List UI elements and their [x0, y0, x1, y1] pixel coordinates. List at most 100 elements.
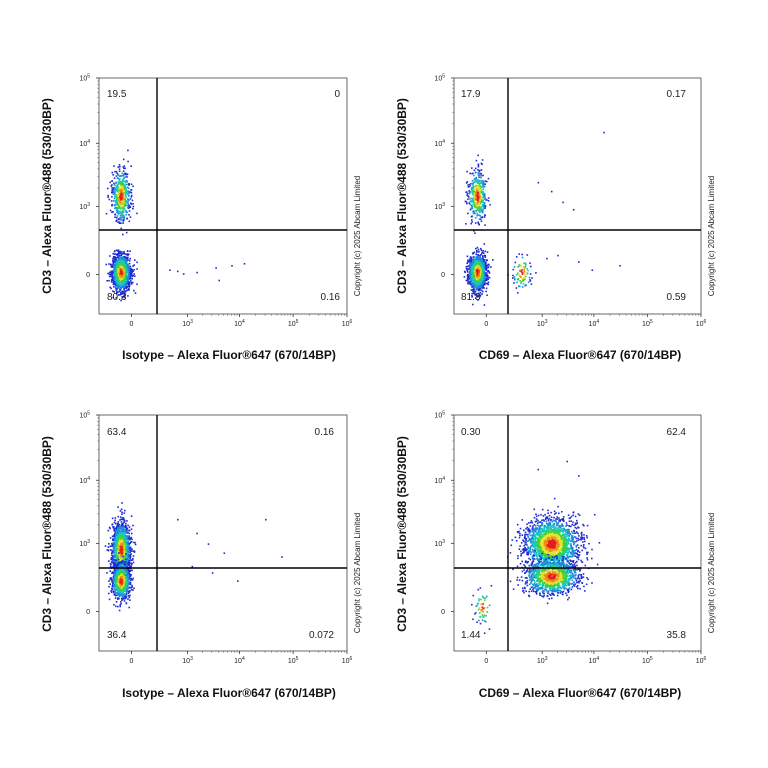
event-dot	[480, 289, 483, 292]
event-dot	[482, 185, 484, 187]
event-dot	[116, 555, 119, 557]
event-dot	[467, 259, 469, 262]
event-dot	[122, 260, 124, 263]
event-dot	[111, 211, 113, 214]
event-dot	[474, 188, 477, 190]
event-dot	[483, 183, 485, 185]
event-dot	[118, 275, 121, 277]
event-dot	[124, 267, 126, 270]
event-dot	[118, 204, 121, 207]
event-dot	[475, 193, 478, 195]
event-dot	[527, 269, 529, 272]
event-dot	[483, 198, 486, 200]
event-dot	[112, 211, 114, 213]
event-dot	[132, 185, 134, 188]
event-dot	[467, 198, 469, 201]
event-dot	[474, 292, 476, 295]
event-dot	[466, 255, 469, 258]
event-dot	[526, 268, 528, 270]
event-dot	[114, 204, 116, 207]
event-dot	[480, 273, 482, 276]
event-dot	[108, 275, 111, 278]
event-dot	[118, 555, 120, 557]
event-dot	[521, 278, 524, 280]
event-dot	[108, 526, 111, 529]
event-dot	[109, 562, 112, 565]
event-dot	[486, 270, 489, 273]
event-dot	[127, 539, 130, 541]
event-dot	[471, 219, 473, 221]
event-dot	[118, 277, 121, 280]
event-dot	[479, 278, 482, 281]
event-dot	[121, 192, 123, 195]
event-dot	[113, 554, 115, 557]
event-dot	[119, 188, 122, 191]
event-dot	[125, 283, 128, 286]
event-dot	[481, 159, 484, 161]
event-dot	[482, 285, 484, 288]
event-dot	[473, 169, 476, 172]
event-dot	[120, 286, 123, 289]
event-dot	[482, 276, 484, 278]
event-dot	[120, 227, 123, 230]
event-dot	[472, 260, 475, 263]
event-dot	[477, 199, 479, 202]
event-dot	[472, 185, 474, 187]
event-dot	[469, 256, 472, 258]
event-dot	[123, 219, 125, 221]
event-dot	[121, 290, 124, 293]
event-dot	[485, 282, 488, 285]
event-dot	[125, 211, 127, 213]
event-dot	[520, 271, 523, 273]
event-dot	[122, 182, 124, 185]
event-dot	[117, 515, 120, 518]
event-dot	[121, 531, 124, 534]
event-dot	[120, 189, 122, 191]
event-dot	[112, 260, 114, 263]
event-dot	[521, 271, 524, 274]
event-dot	[469, 268, 472, 271]
event-dot	[480, 264, 482, 267]
event-dot	[482, 269, 485, 271]
quadrant-upper-right-value: 0.17	[667, 89, 687, 100]
event-dot	[487, 275, 489, 277]
event-dot	[127, 160, 129, 163]
event-dot	[483, 207, 485, 210]
event-dot	[120, 531, 122, 534]
event-dot	[136, 212, 138, 215]
event-dot	[483, 287, 485, 289]
event-dot	[127, 557, 129, 559]
event-dot	[118, 526, 120, 528]
event-dot	[485, 262, 487, 264]
event-dot	[476, 275, 478, 278]
event-dot	[113, 259, 115, 261]
event-dot	[603, 131, 605, 134]
event-dot	[116, 534, 118, 536]
event-dot	[116, 291, 118, 294]
event-dot	[112, 200, 115, 202]
event-dot	[114, 560, 117, 562]
event-dot	[477, 154, 479, 157]
event-dot	[475, 197, 477, 200]
event-dot	[471, 187, 473, 189]
event-dot	[115, 209, 118, 211]
event-dot	[123, 167, 125, 170]
event-dot	[484, 214, 486, 217]
event-dot	[479, 192, 482, 195]
event-dot	[470, 188, 473, 191]
event-dot	[529, 273, 532, 275]
event-dot	[476, 266, 478, 269]
event-dot	[114, 280, 117, 282]
event-dot	[122, 291, 124, 294]
event-dot	[126, 289, 128, 292]
event-dot	[136, 283, 138, 286]
event-dot	[116, 528, 119, 531]
y-tick-label: 104	[79, 139, 90, 148]
event-dot	[123, 277, 126, 279]
event-dot	[466, 265, 469, 268]
event-dot	[130, 541, 132, 543]
event-dot	[108, 271, 111, 274]
event-dot	[474, 192, 477, 195]
event-dot	[118, 546, 120, 549]
event-dot	[116, 552, 118, 555]
